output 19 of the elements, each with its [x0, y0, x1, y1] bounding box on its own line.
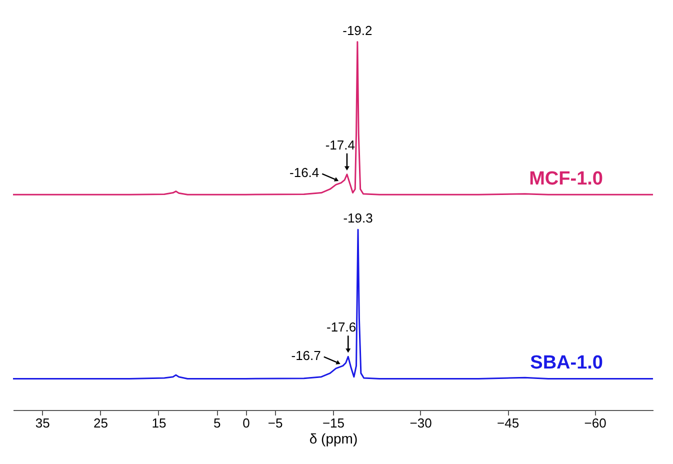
annotation: -19.3: [343, 210, 373, 226]
x-tick-label: −30: [410, 416, 432, 430]
annotation: -19.2: [342, 22, 372, 38]
x-tick-label: 25: [94, 416, 108, 430]
annotation: -17.6: [326, 320, 356, 335]
series-label: MCF-1.0: [529, 168, 603, 190]
x-tick-label: −60: [584, 416, 606, 430]
x-tick-label: −5: [268, 416, 283, 430]
x-tick-label: −15: [322, 416, 345, 430]
annotation: -16.7: [291, 348, 321, 363]
x-tick-label: 5: [214, 416, 221, 430]
x-tick-label: 0: [242, 416, 250, 430]
x-axis-title: δ (ppm): [309, 430, 358, 446]
annotation: -16.4: [290, 164, 320, 180]
series-label: SBA-1.0: [530, 352, 603, 374]
x-tick-label: 35: [35, 416, 50, 430]
annotation: -17.4: [325, 137, 355, 152]
x-tick-label: 15: [152, 416, 166, 430]
x-tick-label: −45: [497, 416, 520, 430]
